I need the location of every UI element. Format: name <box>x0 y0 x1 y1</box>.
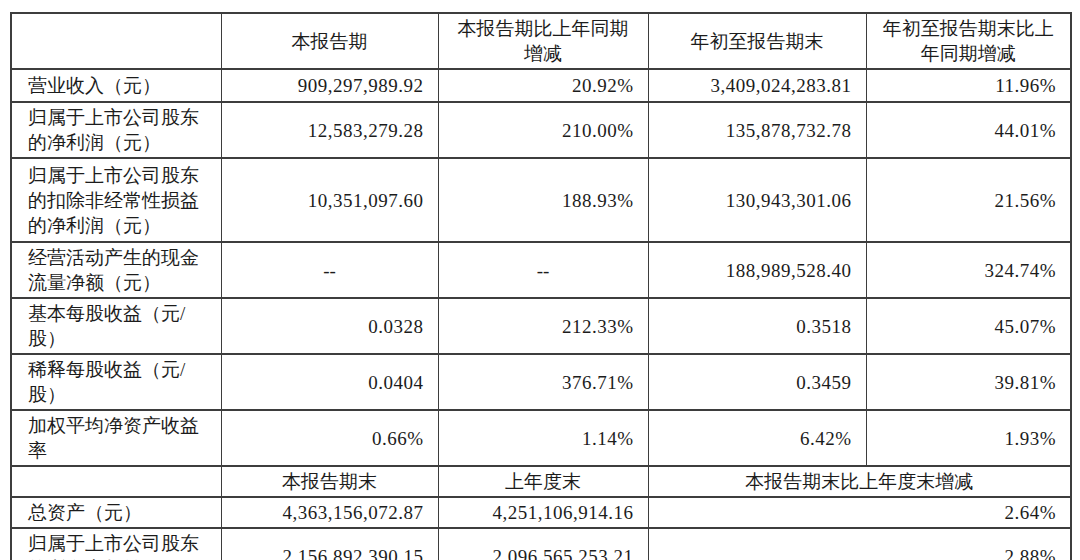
row-label: 加权平均净资产收益率 <box>11 410 221 466</box>
table-row-net-profit: 归属于上市公司股东的净利润（元） 12,583,279.28 210.00% 1… <box>11 102 1071 158</box>
financial-summary-table: 本报告期 本报告期比上年同期增减 年初至报告期末 年初至报告期末比上年同期增减 … <box>10 12 1072 560</box>
row-label: 营业收入（元） <box>11 69 221 102</box>
cell-value: 44.01% <box>866 102 1071 158</box>
header-current-period: 本报告期 <box>221 13 438 69</box>
row-label: 总资产（元） <box>11 497 221 528</box>
cell-value: 130,943,301.06 <box>648 158 866 242</box>
cell-value: 188.93% <box>438 158 648 242</box>
cell-value: 0.66% <box>221 410 438 466</box>
row-label: 基本每股收益（元/股） <box>11 298 221 354</box>
cell-value: 21.56% <box>866 158 1071 242</box>
cell-value: 2.64% <box>648 497 1071 528</box>
cell-not-applicable: -- <box>221 242 438 298</box>
cell-value: 135,878,732.78 <box>648 102 866 158</box>
table-header-row-period: 本报告期 本报告期比上年同期增减 年初至报告期末 年初至报告期末比上年同期增减 <box>11 13 1071 69</box>
row-label: 经营活动产生的现金流量净额（元） <box>11 242 221 298</box>
table-header-row-period-end: 本报告期末 上年度末 本报告期末比上年度末增减 <box>11 466 1071 497</box>
row-label: 归属于上市公司股东的所有者权益（元） <box>11 528 221 560</box>
cell-value: 1.14% <box>438 410 648 466</box>
table-row-diluted-eps: 稀释每股收益（元/股） 0.0404 376.71% 0.3459 39.81% <box>11 354 1071 410</box>
cell-value: 210.00% <box>438 102 648 158</box>
header-ytd: 年初至报告期末 <box>648 13 866 69</box>
cell-value: 909,297,989.92 <box>221 69 438 102</box>
cell-value: 376.71% <box>438 354 648 410</box>
cell-value: 11.96% <box>866 69 1071 102</box>
cell-value: 188,989,528.40 <box>648 242 866 298</box>
table-row-total-assets: 总资产（元） 4,363,156,072.87 4,251,106,914.16… <box>11 497 1071 528</box>
cell-value: 1.93% <box>866 410 1071 466</box>
cell-value: 6.42% <box>648 410 866 466</box>
corner-cell <box>11 466 221 497</box>
header-prior-year-end: 上年度末 <box>438 466 648 497</box>
cell-value: 0.0404 <box>221 354 438 410</box>
table-row-net-profit-excl-nonrecurring: 归属于上市公司股东的扣除非经常性损益的净利润（元） 10,351,097.60 … <box>11 158 1071 242</box>
cell-value: 212.33% <box>438 298 648 354</box>
cell-value: 2,156,892,390.15 <box>221 528 438 560</box>
header-period-end-vs-prior: 本报告期末比上年度末增减 <box>648 466 1071 497</box>
header-ytd-vs-prior: 年初至报告期末比上年同期增减 <box>866 13 1071 69</box>
cell-value: 0.0328 <box>221 298 438 354</box>
row-label: 归属于上市公司股东的净利润（元） <box>11 102 221 158</box>
corner-cell <box>11 13 221 69</box>
cell-value: 20.92% <box>438 69 648 102</box>
cell-value: 39.81% <box>866 354 1071 410</box>
table-row-basic-eps: 基本每股收益（元/股） 0.0328 212.33% 0.3518 45.07% <box>11 298 1071 354</box>
report-page: 本报告期 本报告期比上年同期增减 年初至报告期末 年初至报告期末比上年同期增减 … <box>0 0 1080 560</box>
table-row-shareholders-equity: 归属于上市公司股东的所有者权益（元） 2,156,892,390.15 2,09… <box>11 528 1071 560</box>
header-current-vs-prior: 本报告期比上年同期增减 <box>438 13 648 69</box>
row-label: 归属于上市公司股东的扣除非经常性损益的净利润（元） <box>11 158 221 242</box>
cell-value: 324.74% <box>866 242 1071 298</box>
cell-value: 2.88% <box>648 528 1071 560</box>
cell-value: 12,583,279.28 <box>221 102 438 158</box>
cell-value: 0.3459 <box>648 354 866 410</box>
cell-not-applicable: -- <box>438 242 648 298</box>
cell-value: 0.3518 <box>648 298 866 354</box>
table-row-operating-cash-flow: 经营活动产生的现金流量净额（元） -- -- 188,989,528.40 32… <box>11 242 1071 298</box>
header-period-end: 本报告期末 <box>221 466 438 497</box>
cell-value: 45.07% <box>866 298 1071 354</box>
cell-value: 2,096,565,253.21 <box>438 528 648 560</box>
cell-value: 4,363,156,072.87 <box>221 497 438 528</box>
row-label: 稀释每股收益（元/股） <box>11 354 221 410</box>
table-row-weighted-avg-roe: 加权平均净资产收益率 0.66% 1.14% 6.42% 1.93% <box>11 410 1071 466</box>
cell-value: 3,409,024,283.81 <box>648 69 866 102</box>
cell-value: 10,351,097.60 <box>221 158 438 242</box>
cell-value: 4,251,106,914.16 <box>438 497 648 528</box>
table-row-revenue: 营业收入（元） 909,297,989.92 20.92% 3,409,024,… <box>11 69 1071 102</box>
